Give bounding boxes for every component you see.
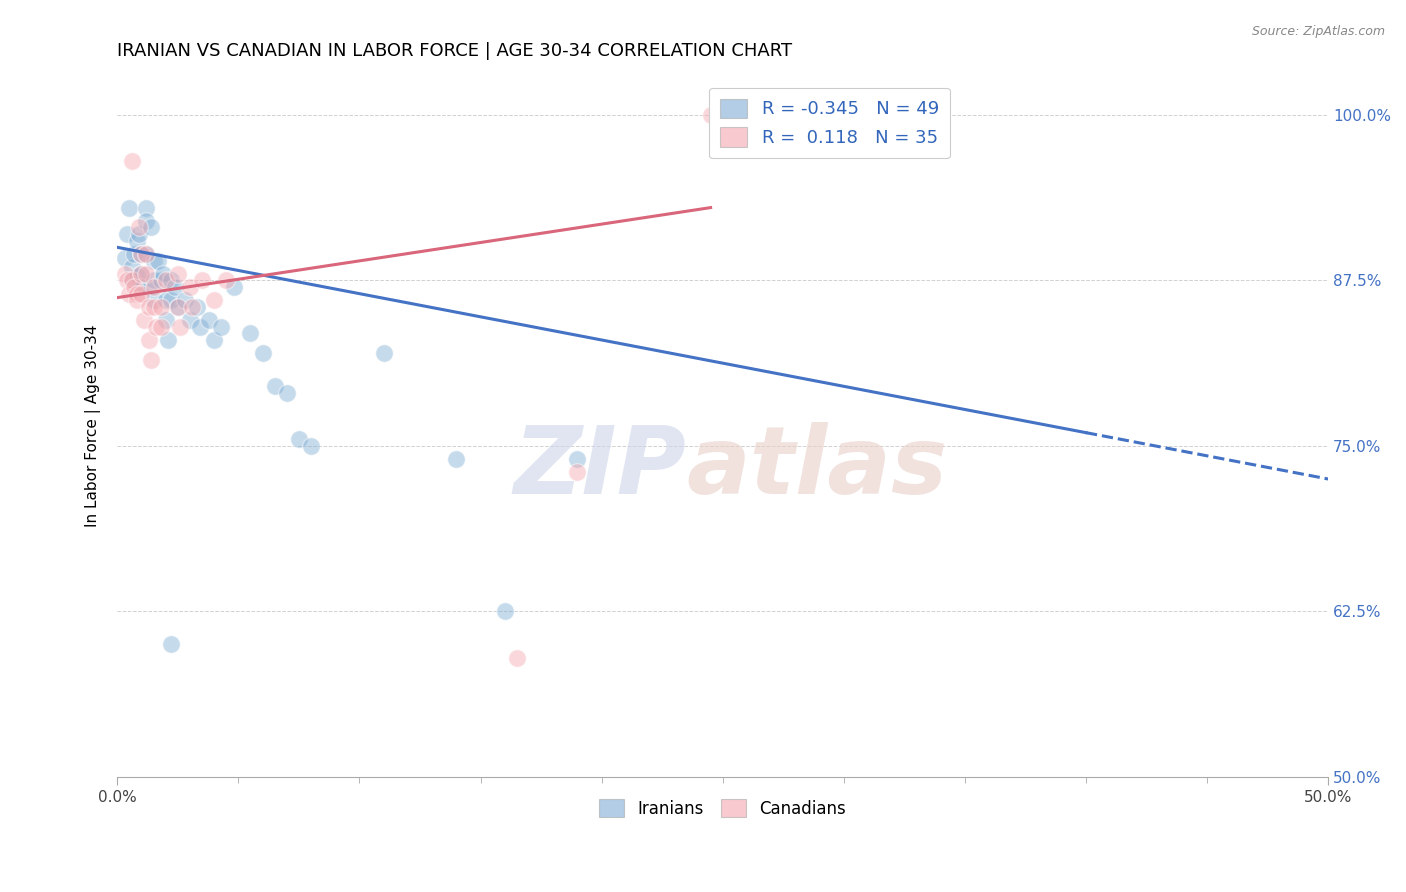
Point xyxy=(115,227,138,241)
Point xyxy=(142,273,165,287)
Y-axis label: In Labor Force | Age 30-34: In Labor Force | Age 30-34 xyxy=(86,325,101,527)
Text: IRANIAN VS CANADIAN IN LABOR FORCE | AGE 30-34 CORRELATION CHART: IRANIAN VS CANADIAN IN LABOR FORCE | AGE… xyxy=(117,42,793,60)
Point xyxy=(128,227,150,241)
Point xyxy=(122,280,145,294)
Point xyxy=(132,313,155,327)
Point xyxy=(131,286,153,301)
Point xyxy=(202,293,225,308)
Point xyxy=(135,267,157,281)
Point xyxy=(118,201,141,215)
Point xyxy=(209,319,232,334)
Point xyxy=(288,432,311,446)
Point xyxy=(114,251,136,265)
Point xyxy=(157,333,180,347)
Point xyxy=(263,379,285,393)
Point xyxy=(131,267,153,281)
Text: Source: ZipAtlas.com: Source: ZipAtlas.com xyxy=(1251,25,1385,38)
Point xyxy=(166,300,188,314)
Point xyxy=(215,273,238,287)
Point xyxy=(155,273,177,287)
Point xyxy=(174,293,197,308)
Point xyxy=(276,386,298,401)
Point xyxy=(149,300,172,314)
Point xyxy=(115,273,138,287)
Point xyxy=(138,280,160,294)
Point xyxy=(138,300,160,314)
Point xyxy=(299,439,322,453)
Point xyxy=(181,300,204,314)
Point xyxy=(125,286,148,301)
Point xyxy=(179,313,201,327)
Point xyxy=(188,319,211,334)
Point xyxy=(125,293,148,308)
Point xyxy=(159,638,181,652)
Point xyxy=(121,273,143,287)
Point xyxy=(121,154,143,169)
Point xyxy=(121,260,143,275)
Point xyxy=(145,319,167,334)
Point xyxy=(239,326,262,341)
Legend: Iranians, Canadians: Iranians, Canadians xyxy=(593,793,852,825)
Point xyxy=(191,273,214,287)
Point xyxy=(165,280,187,294)
Point xyxy=(166,300,188,314)
Point xyxy=(121,273,143,287)
Point xyxy=(494,604,516,618)
Point xyxy=(155,293,177,308)
Point xyxy=(567,452,589,467)
Point xyxy=(135,247,157,261)
Point xyxy=(179,280,201,294)
Point xyxy=(142,253,165,268)
Point xyxy=(135,214,157,228)
Point xyxy=(506,650,529,665)
Point xyxy=(155,313,177,327)
Text: ZIP: ZIP xyxy=(513,422,686,514)
Point xyxy=(198,313,221,327)
Point xyxy=(131,280,153,294)
Point xyxy=(131,267,153,281)
Point xyxy=(131,247,153,261)
Point xyxy=(114,267,136,281)
Point xyxy=(118,286,141,301)
Point xyxy=(202,333,225,347)
Point xyxy=(159,293,181,308)
Point xyxy=(373,346,395,360)
Point xyxy=(135,201,157,215)
Point xyxy=(149,273,172,287)
Point xyxy=(159,273,181,287)
Point xyxy=(141,352,163,367)
Point xyxy=(142,280,165,294)
Point xyxy=(128,220,150,235)
Point xyxy=(149,319,172,334)
Point xyxy=(446,452,468,467)
Point xyxy=(169,319,191,334)
Point xyxy=(141,220,163,235)
Point xyxy=(131,247,153,261)
Point xyxy=(699,108,721,122)
Point xyxy=(152,267,174,281)
Point xyxy=(125,234,148,248)
Point xyxy=(252,346,274,360)
Point xyxy=(138,333,160,347)
Point xyxy=(148,253,170,268)
Point xyxy=(122,247,145,261)
Point xyxy=(222,280,245,294)
Text: atlas: atlas xyxy=(686,422,948,514)
Point xyxy=(567,466,589,480)
Point xyxy=(125,269,148,284)
Point xyxy=(142,293,165,308)
Point xyxy=(135,247,157,261)
Point xyxy=(142,300,165,314)
Point xyxy=(186,300,208,314)
Point xyxy=(166,267,188,281)
